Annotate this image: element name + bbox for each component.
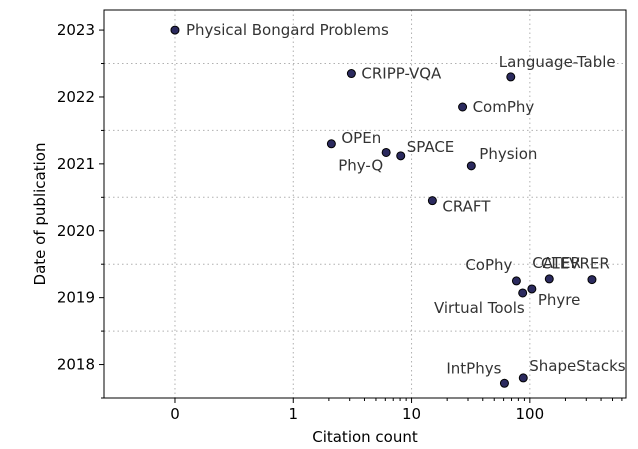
data-point <box>518 373 528 383</box>
point-label: Phyre <box>538 291 581 309</box>
y-axis-label: Date of publication <box>31 143 49 286</box>
point-label: ComPhy <box>473 98 535 116</box>
point-label: Virtual Tools <box>434 299 525 317</box>
y-tick-label: 2022 <box>57 88 95 106</box>
data-point <box>527 284 537 294</box>
data-point <box>346 69 356 79</box>
point-label: IntPhys <box>446 359 501 377</box>
data-point <box>170 25 180 35</box>
point-label: CRIPP-VQA <box>361 65 442 83</box>
x-axis-label: Citation count <box>312 428 418 446</box>
data-point <box>396 151 406 161</box>
data-point <box>511 276 521 286</box>
data-points <box>170 25 597 388</box>
point-label: SPACE <box>407 138 455 156</box>
data-point <box>518 288 528 298</box>
data-point <box>458 102 468 112</box>
point-label: CRAFT <box>442 198 491 216</box>
point-label: ShapeStacks <box>529 357 625 375</box>
data-point <box>381 147 391 157</box>
point-label: Phy-Q <box>338 156 383 174</box>
data-point <box>466 161 476 171</box>
data-point <box>544 274 554 284</box>
data-point <box>587 275 597 285</box>
point-label: CATER <box>532 254 581 272</box>
y-tick-label: 2018 <box>57 356 95 374</box>
point-label: Physion <box>479 145 537 163</box>
data-point <box>326 139 336 149</box>
y-tick-label: 2021 <box>57 155 95 173</box>
axis-ticks: 0 1 10 100 2018 2019 2020 2021 2022 2023 <box>57 21 623 423</box>
y-tick-label: 2019 <box>57 289 95 307</box>
point-label: Language-Table <box>499 53 616 71</box>
plot-frame <box>103 9 627 399</box>
data-point <box>427 196 437 206</box>
x-tick-label: 100 <box>516 405 545 423</box>
x-tick-label: 1 <box>288 405 298 423</box>
point-label: OPEn <box>341 129 381 147</box>
y-tick-label: 2020 <box>57 222 95 240</box>
grid-lines <box>104 10 626 399</box>
point-labels: Physical Bongard Problems CRIPP-VQA Langua… <box>186 21 626 377</box>
point-label: CLEVRER <box>541 255 610 273</box>
data-point <box>506 72 516 82</box>
x-tick-label: 10 <box>402 405 421 423</box>
point-label: CoPhy <box>465 256 512 274</box>
data-point <box>499 378 509 388</box>
x-tick-label: 0 <box>170 405 180 423</box>
point-label: Physical Bongard Problems <box>186 21 389 39</box>
y-tick-label: 2023 <box>57 21 95 39</box>
